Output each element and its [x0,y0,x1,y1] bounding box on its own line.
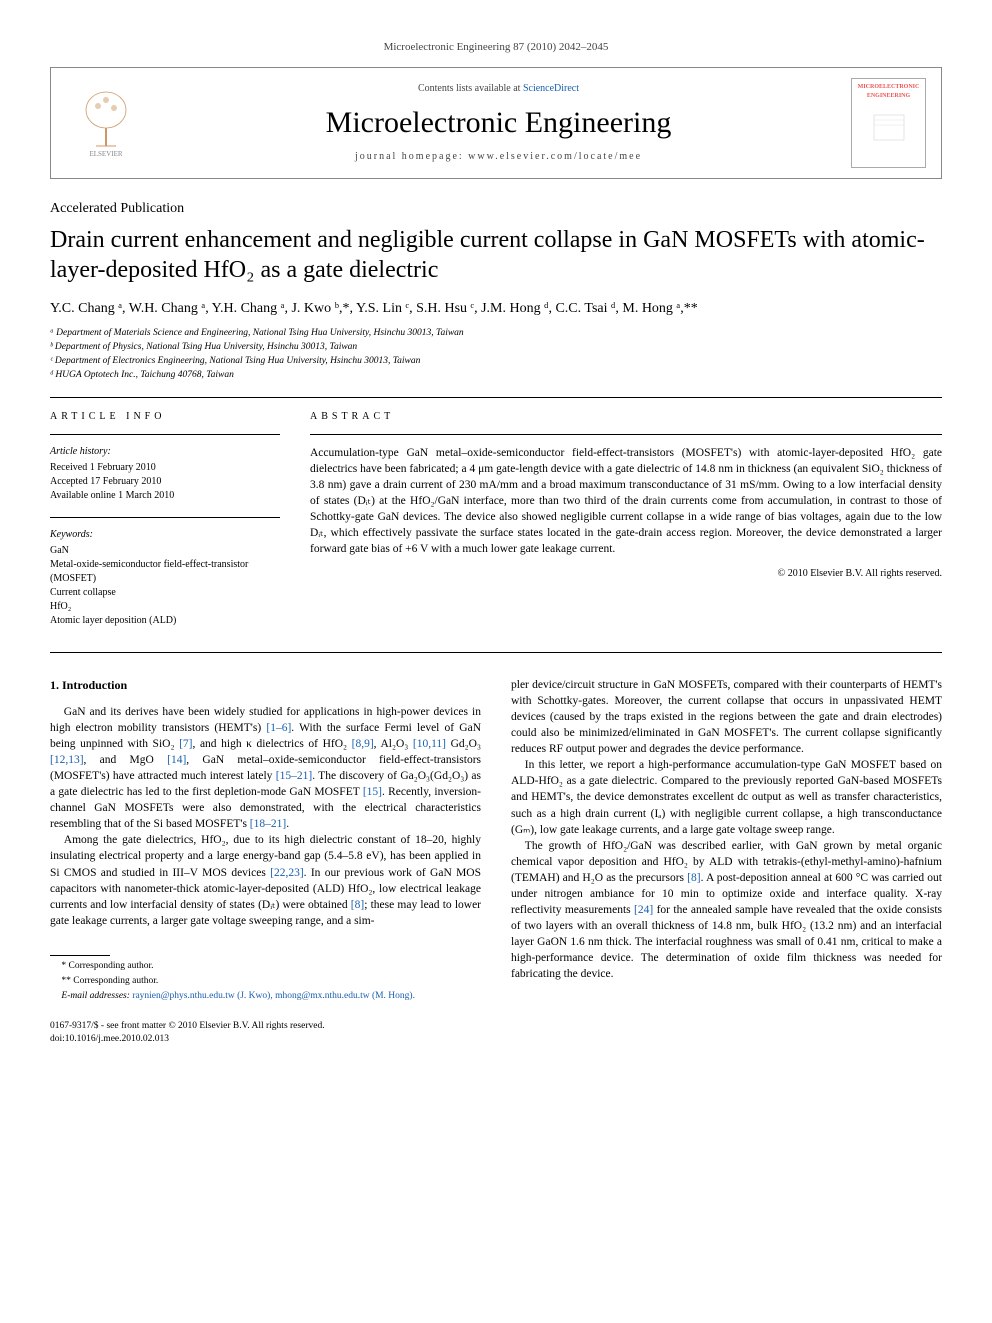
body-left-column: 1. Introduction GaN and its derives have… [50,677,481,1047]
divider [310,434,942,435]
email-addresses[interactable]: raynien@phys.nthu.edu.tw (J. Kwo), mhong… [132,991,415,1001]
homepage-label: journal homepage: [355,151,464,162]
email-label: E-mail addresses: [61,991,130,1001]
keyword: HfO₂ [50,600,280,614]
article-title: Drain current enhancement and negligible… [50,225,942,285]
keyword: Metal-oxide-semiconductor field-effect-t… [50,558,280,586]
affiliation: ᵇ Department of Physics, National Tsing … [50,341,942,354]
keyword: Atomic layer deposition (ALD) [50,614,280,628]
abstract-copyright: © 2010 Elsevier B.V. All rights reserved… [310,567,942,581]
divider [50,434,280,435]
footnote-rule [50,955,110,956]
article-info-column: ARTICLE INFO Article history: Received 1… [50,410,280,642]
footnote-emails: E-mail addresses: raynien@phys.nthu.edu.… [50,990,481,1003]
abstract-text: Accumulation-type GaN metal–oxide-semico… [310,445,942,558]
journal-homepage: journal homepage: www.elsevier.com/locat… [146,150,851,164]
contents-available-line: Contents lists available at ScienceDirec… [146,82,851,96]
svg-text:ELSEVIER: ELSEVIER [89,150,122,158]
running-header: Microelectronic Engineering 87 (2010) 20… [50,40,942,55]
journal-title: Microelectronic Engineering [146,102,851,144]
body-paragraph: In this letter, we report a high-perform… [511,757,942,837]
keywords: Keywords: GaN Metal-oxide-semiconductor … [50,528,280,628]
homepage-url: www.elsevier.com/locate/mee [468,151,642,162]
authors-line: Y.C. Chang ᵃ, W.H. Chang ᵃ, Y.H. Chang ᵃ… [50,299,942,319]
body-paragraph: pler device/circuit structure in GaN MOS… [511,677,942,757]
publisher-logo: ELSEVIER [66,83,146,163]
article-type: Accelerated Publication [50,199,942,219]
journal-cover-thumb: MICROELECTRONIC ENGINEERING [851,78,926,168]
history-item: Received 1 February 2010 [50,461,280,475]
info-abstract-row: ARTICLE INFO Article history: Received 1… [50,410,942,642]
affiliation: ᵈ HUGA Optotech Inc., Taichung 40768, Ta… [50,369,942,382]
body-columns: 1. Introduction GaN and its derives have… [50,677,942,1047]
journal-header-center: Contents lists available at ScienceDirec… [146,82,851,164]
body-paragraph: The growth of HfO₂/GaN was described ear… [511,838,942,983]
contents-label: Contents lists available at [418,83,520,94]
footnotes: * Corresponding author. ** Corresponding… [50,955,481,1004]
history-item: Accepted 17 February 2010 [50,475,280,489]
footnote-line: * Corresponding author. [50,960,481,973]
history-label: Article history: [50,445,280,459]
body-right-column: pler device/circuit structure in GaN MOS… [511,677,942,1047]
divider [50,397,942,398]
journal-cover-text: MICROELECTRONIC ENGINEERING [856,83,921,100]
affiliations: ᵃ Department of Materials Science and En… [50,327,942,383]
body-paragraph: Among the gate dielectrics, HfO₂, due to… [50,832,481,929]
abstract-label: ABSTRACT [310,410,942,424]
body-paragraph: GaN and its derives have been widely stu… [50,704,481,833]
affiliation: ᵃ Department of Materials Science and En… [50,327,942,340]
issn-line: 0167-9317/$ - see front matter © 2010 El… [50,1020,481,1033]
keywords-label: Keywords: [50,528,280,542]
keyword: Current collapse [50,586,280,600]
journal-header-box: ELSEVIER Contents lists available at Sci… [50,67,942,179]
doi-line: doi:10.1016/j.mee.2010.02.013 [50,1033,481,1046]
keyword: GaN [50,544,280,558]
journal-cover-icon [864,100,914,150]
footnote-line: ** Corresponding author. [50,975,481,988]
article-history: Article history: Received 1 February 201… [50,445,280,503]
history-item: Available online 1 March 2010 [50,489,280,503]
divider [50,652,942,653]
elsevier-tree-icon: ELSEVIER [76,88,136,158]
affiliation: ᶜ Department of Electronics Engineering,… [50,355,942,368]
article-info-label: ARTICLE INFO [50,410,280,424]
sciencedirect-link[interactable]: ScienceDirect [523,83,579,94]
divider [50,517,280,518]
section-heading-introduction: 1. Introduction [50,677,481,694]
footer: 0167-9317/$ - see front matter © 2010 El… [50,1020,481,1047]
abstract-column: ABSTRACT Accumulation-type GaN metal–oxi… [310,410,942,642]
